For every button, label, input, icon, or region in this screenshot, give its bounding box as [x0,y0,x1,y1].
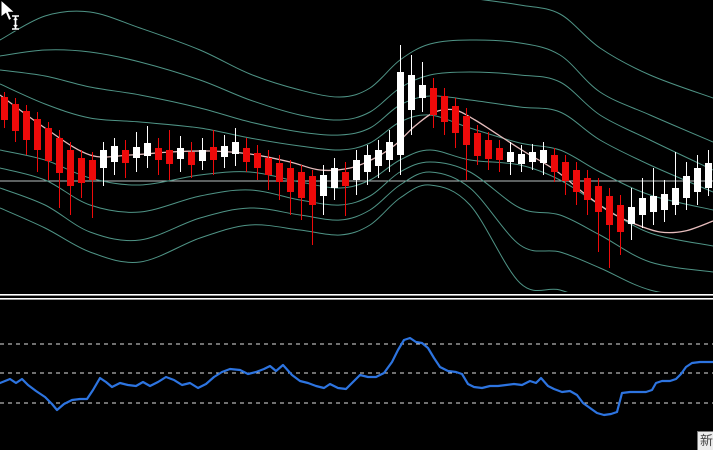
candle-body-down [34,119,41,150]
panel-divider[interactable] [0,294,713,300]
candle-body-down [573,170,580,192]
candle-body-down [254,153,261,168]
candle-body-up [177,148,184,159]
candle-body-down [265,158,272,175]
candle-body-down [606,196,613,225]
candle-body-down [595,186,602,212]
candle-body-down [551,155,558,172]
upper-band-0 [480,0,713,99]
candle-body-up [364,155,371,172]
candle-body-down [430,88,437,115]
candle-body-down [122,150,129,163]
candle-body-down [496,148,503,160]
candle-body-up [661,194,668,210]
upper-band-3 [0,69,713,193]
candle-body-down [342,172,349,186]
candlesticks [1,45,712,268]
oscillator-indicator-panel[interactable] [0,336,713,417]
candle-body-up [628,207,635,224]
candle-body-up [705,163,712,188]
candle-body-down [584,178,591,200]
candle-body-down [617,205,624,232]
main-price-chart-panel[interactable] [0,0,713,335]
candle-body-down [474,133,481,156]
candle-body-up [518,154,525,164]
candle-body-up [397,72,404,155]
candle-body-down [452,106,459,133]
candle-body-down [56,138,63,173]
candle-body-up [353,160,360,180]
candle-body-down [188,152,195,165]
oscillator-line [0,336,713,417]
upper-band-1 [0,10,713,143]
candle-body-down [287,168,294,192]
candle-body-down [441,96,448,122]
candle-body-up [331,168,338,188]
candle-body-up [221,146,228,157]
candle-body-up [694,168,701,192]
candle-body-up [320,175,327,196]
candle-body-up [540,150,547,163]
candle-body-up [375,150,382,166]
corner-popup: 新 [697,431,713,450]
candle-body-down [309,176,316,205]
candle-body-down [276,163,283,182]
candle-body-up [639,198,646,215]
candle-body-down [155,148,162,160]
upper-band-2 [0,49,713,171]
candle-body-up [100,150,107,168]
candle-body-up [507,152,514,162]
candle-body-up [386,142,393,160]
panel-divider-line-2 [0,298,713,300]
upper-band-4 [0,83,713,211]
candle-body-down [485,140,492,159]
candle-body-up [133,147,140,158]
candle-body-up [529,152,536,162]
candle-body-up [232,142,239,154]
candle-body-down [243,148,250,162]
panel-divider-line-1 [0,294,713,296]
candle-body-down [298,172,305,198]
lower-band-2 [0,161,713,273]
candle-body-up [408,75,415,110]
candle-body-down [463,116,470,145]
candle-body-down [210,147,217,160]
lower-band-3 [0,171,661,292]
candle-body-up [144,143,151,156]
candle-body-up [419,85,426,98]
candle-body-down [89,160,96,180]
candle-body-down [166,150,173,164]
corner-popup-text: 新 [700,434,713,449]
candle-body-down [12,104,19,131]
candle-body-down [67,150,74,186]
lower-band-4 [0,184,569,292]
candle-body-down [45,128,52,161]
candle-body-down [1,97,8,120]
candle-body-up [199,150,206,161]
candle-body-up [683,176,690,198]
candle-body-down [23,111,30,140]
candle-body-up [672,188,679,205]
candle-body-down [78,158,85,183]
candle-body-down [562,162,569,181]
candle-body-up [111,146,118,162]
candle-body-up [650,196,657,212]
